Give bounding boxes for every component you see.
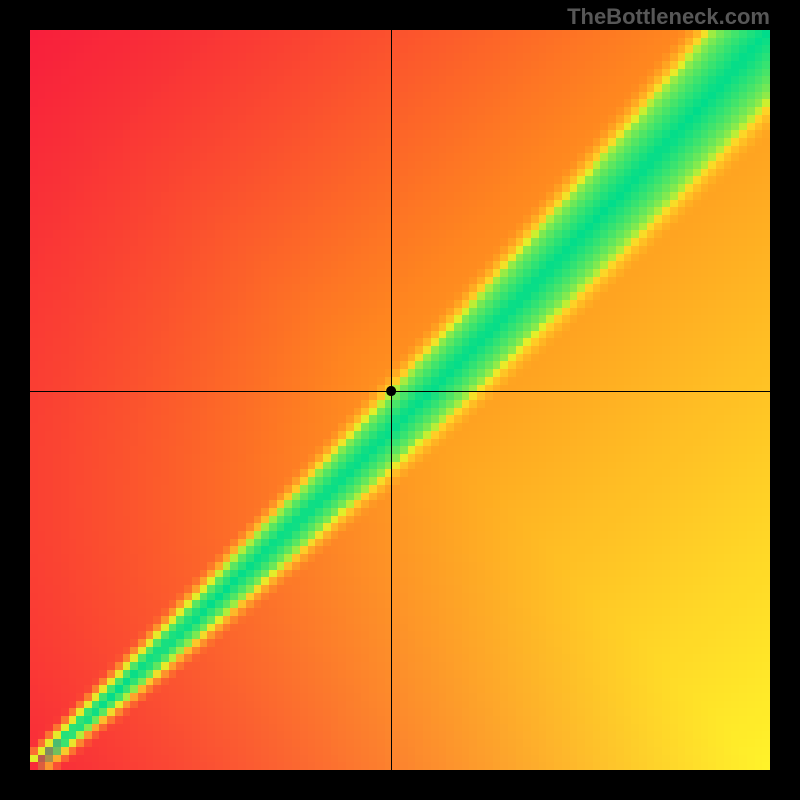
bottleneck-heatmap <box>30 30 770 770</box>
watermark-text: TheBottleneck.com <box>567 4 770 30</box>
